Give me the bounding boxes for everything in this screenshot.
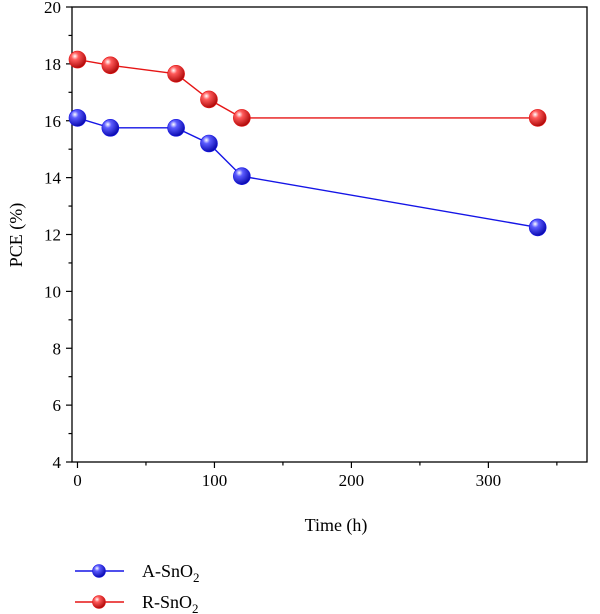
data-point-r-sno2 xyxy=(233,109,251,127)
y-tick-label: 18 xyxy=(44,55,61,74)
data-point-r-sno2 xyxy=(528,109,547,127)
legend-label: A-SnO2 xyxy=(142,561,200,585)
plot-frame xyxy=(71,6,588,463)
data-point-a-sno2 xyxy=(167,119,185,137)
y-axis-title: PCE (%) xyxy=(6,203,27,268)
x-tick-label: 0 xyxy=(73,471,82,490)
data-point-a-sno2 xyxy=(101,119,120,137)
series-layer xyxy=(68,50,547,237)
series-line-a-sno2 xyxy=(77,117,538,229)
y-tick-label: 14 xyxy=(44,169,62,188)
x-tick-label: 200 xyxy=(339,471,365,490)
y-tick-label: 12 xyxy=(44,226,61,245)
x-tick-label: 300 xyxy=(476,471,502,490)
series-line-r-sno2 xyxy=(77,58,538,119)
legend-label: R-SnO2 xyxy=(142,592,199,614)
data-point-r-sno2 xyxy=(101,56,120,75)
data-point-a-sno2 xyxy=(233,167,251,186)
data-point-r-sno2 xyxy=(68,50,87,69)
x-tick-label: 100 xyxy=(202,471,228,490)
y-tick-label: 10 xyxy=(44,282,61,301)
y-tick-label: 6 xyxy=(53,396,62,415)
axes: 0 100 200 300 4 6 8 10 12 14 16 18 20 xyxy=(44,0,588,490)
legend-item-r-sno2: R-SnO2 xyxy=(75,592,199,614)
legend: A-SnO2 R-SnO2 xyxy=(75,561,200,614)
data-point-r-sno2 xyxy=(200,90,218,109)
x-axis-title: Time (h) xyxy=(305,515,368,536)
y-tick-label: 20 xyxy=(44,0,61,17)
data-point-r-sno2 xyxy=(167,65,185,83)
data-point-a-sno2 xyxy=(528,218,547,237)
y-tick-label: 4 xyxy=(53,453,62,472)
data-point-a-sno2 xyxy=(68,109,87,127)
legend-marker xyxy=(92,595,106,609)
data-point-a-sno2 xyxy=(200,134,218,153)
y-tick-label: 16 xyxy=(44,112,61,131)
y-tick-label: 8 xyxy=(53,339,62,358)
legend-item-a-sno2: A-SnO2 xyxy=(75,561,200,585)
legend-marker xyxy=(92,564,106,578)
